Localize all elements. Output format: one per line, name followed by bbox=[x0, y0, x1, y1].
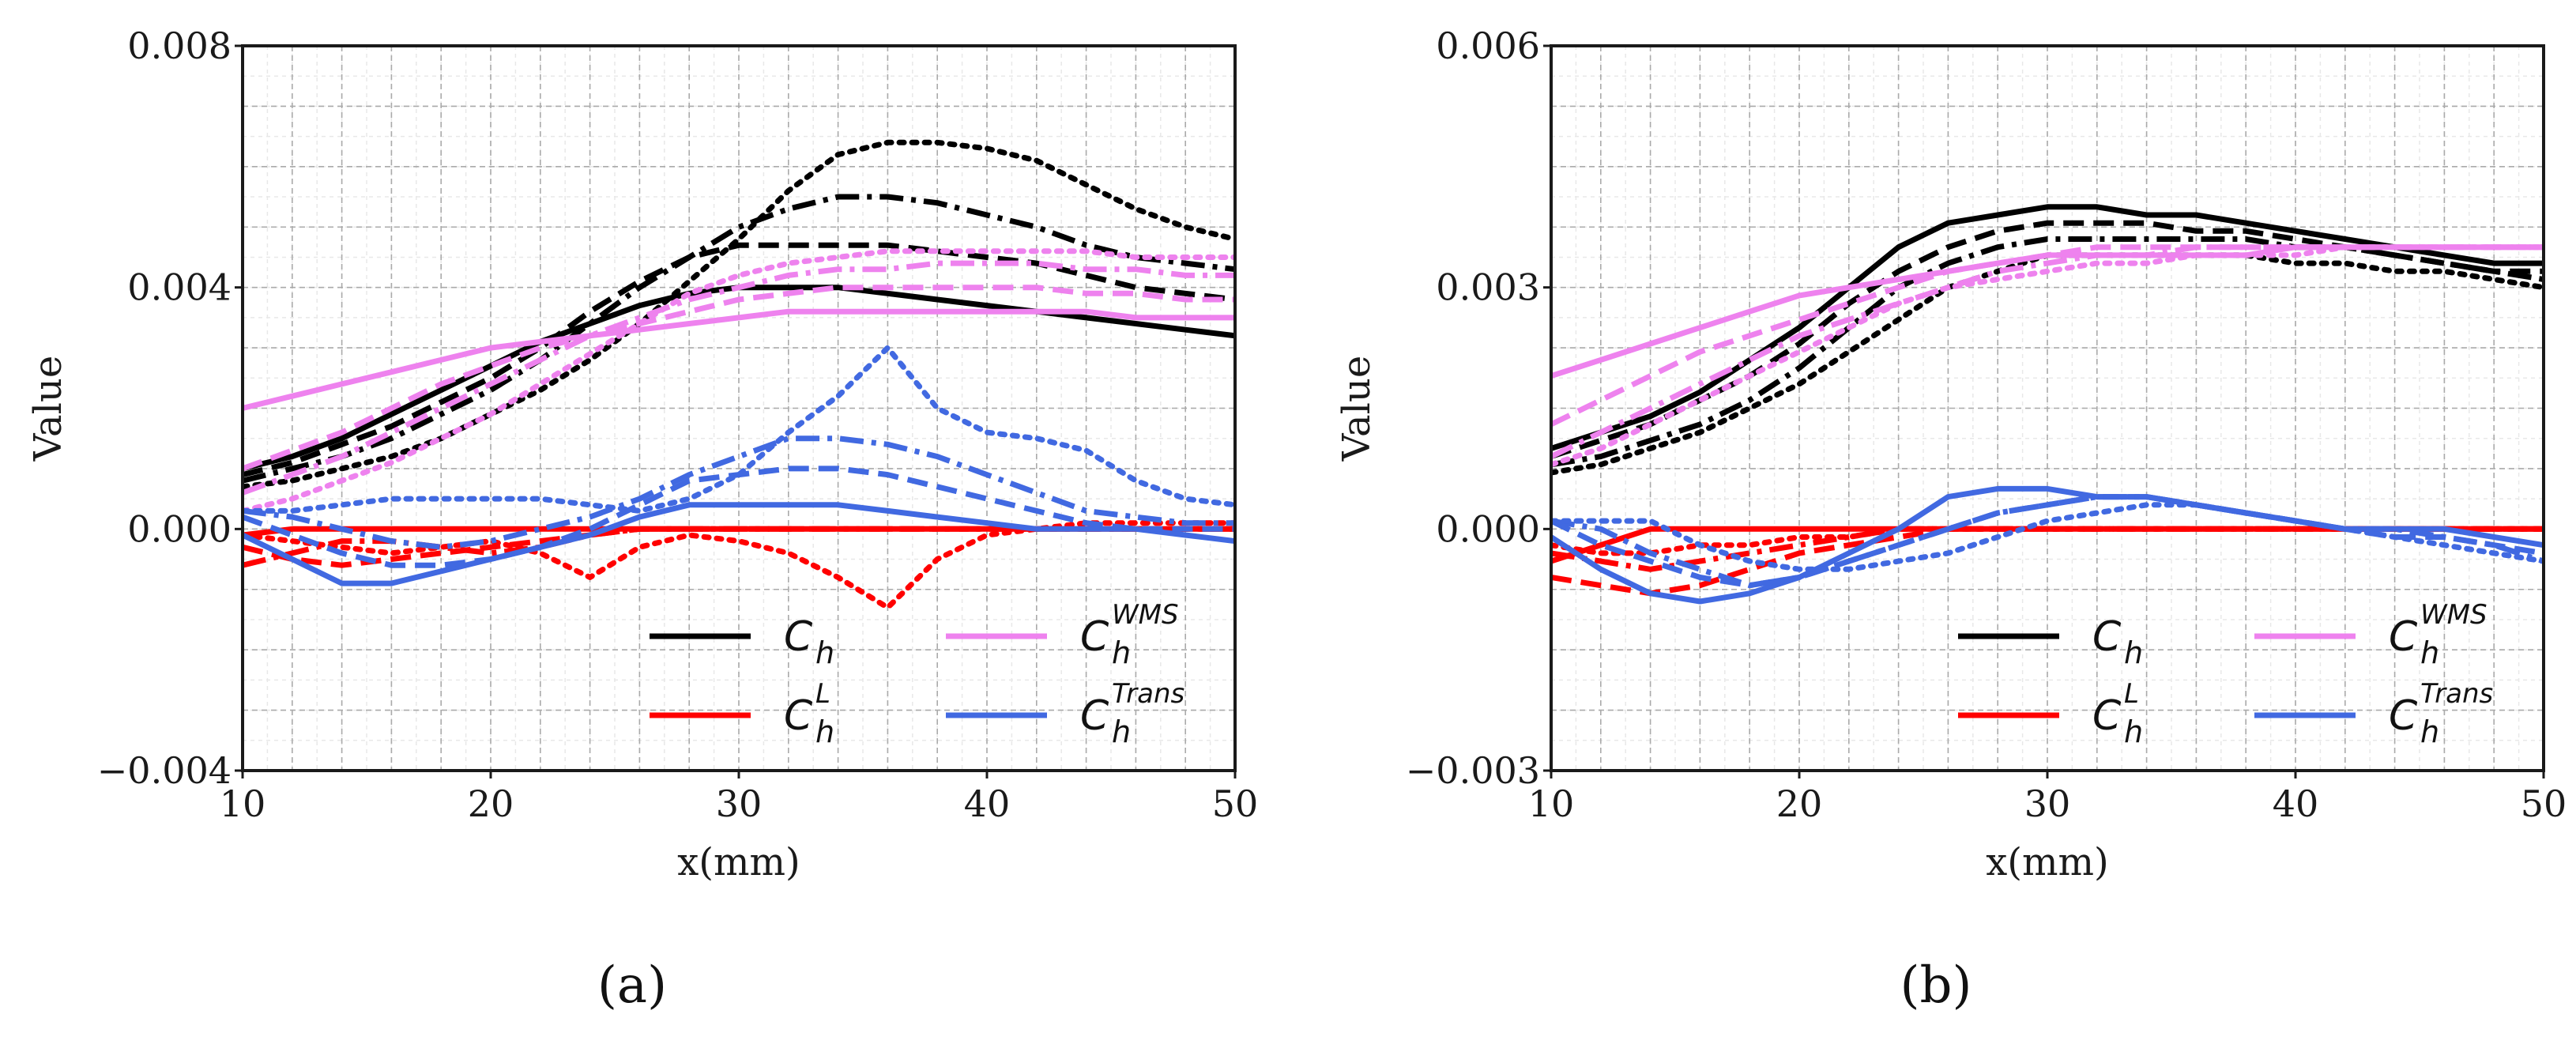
series-group bbox=[243, 139, 1235, 611]
legend-label: C bbox=[2092, 613, 2122, 661]
x-tick-label: 30 bbox=[2024, 782, 2071, 825]
grid bbox=[1551, 46, 2544, 771]
series-line-chwms-dashdot bbox=[1551, 244, 2544, 459]
y-tick-label: 0.004 bbox=[127, 266, 232, 309]
x-axis-label: x(mm) bbox=[1986, 840, 2109, 884]
x-tick-label: 10 bbox=[1528, 782, 1575, 825]
series-line-ch-dashdot bbox=[1551, 236, 2544, 468]
x-tick-label: 20 bbox=[1776, 782, 1823, 825]
series-line-ch-dashdot bbox=[243, 194, 1235, 484]
legend-label: C bbox=[784, 692, 813, 740]
legend-label: C bbox=[1080, 613, 1109, 661]
legend-label-subscript: h bbox=[2420, 714, 2439, 749]
legend-label-subscript: h bbox=[1112, 635, 1131, 670]
series-group bbox=[1551, 204, 2544, 605]
y-axis-label: Value bbox=[26, 356, 70, 462]
series-line-chwms-dashdot bbox=[243, 260, 1235, 496]
y-tick-label: 0.008 bbox=[127, 25, 232, 67]
series-line-chl-dotted bbox=[1551, 526, 2544, 556]
y-tick-label: 0.000 bbox=[127, 507, 232, 550]
x-tick-label: 30 bbox=[716, 782, 763, 825]
legend-label: C bbox=[2389, 613, 2418, 661]
series-line-chtrans-dotted bbox=[243, 345, 1235, 514]
chart-panel-b: 10 20 30 40 50 −0.003 0.000 0.003 0.006 x(mm) Valu… bbox=[1335, 25, 2567, 884]
legend-label-subscript: h bbox=[2420, 635, 2439, 670]
legend-label-superscript: WMS bbox=[1112, 599, 1179, 631]
series-line-chtrans-dashdot bbox=[1551, 494, 2544, 589]
series-line-chl-dotted bbox=[243, 520, 1235, 611]
legend-label-superscript: WMS bbox=[2420, 599, 2487, 631]
legend-label-subscript: h bbox=[815, 714, 834, 749]
panel-label-a: (a) bbox=[597, 956, 667, 1015]
legend-label-subscript: h bbox=[2124, 635, 2143, 670]
legend-label-subscript: h bbox=[1112, 714, 1131, 749]
series-line-chl-dashed bbox=[1551, 526, 2544, 597]
series-line-chwms-solid bbox=[243, 308, 1235, 411]
series-line-ch-dotted bbox=[243, 139, 1235, 490]
series-line-chwms-dashed bbox=[243, 285, 1235, 472]
y-tick-label: 0.006 bbox=[1436, 25, 1540, 67]
legend-label-superscript: L bbox=[2124, 678, 2139, 710]
x-tick-label: 40 bbox=[2273, 782, 2319, 825]
y-tick-label: 0.003 bbox=[1436, 266, 1540, 309]
legend-label: C bbox=[1080, 692, 1109, 740]
x-tick-label: 50 bbox=[2521, 782, 2567, 825]
legend-label: C bbox=[2092, 692, 2122, 740]
series-line-ch-dashed bbox=[243, 242, 1235, 478]
y-tick-label: 0.000 bbox=[1436, 507, 1540, 550]
x-tick-label: 50 bbox=[1212, 782, 1259, 825]
y-tick-label: −0.004 bbox=[97, 749, 232, 792]
series-line-chwms-dashed bbox=[1551, 244, 2544, 428]
x-tick-label: 20 bbox=[468, 782, 514, 825]
series-line-chtrans-dotted bbox=[1551, 502, 2544, 572]
series-line-chtrans-dashdot bbox=[243, 435, 1235, 550]
y-tick-label: −0.003 bbox=[1406, 749, 1540, 792]
series-line-chwms-dotted bbox=[243, 248, 1235, 514]
legend-label-superscript: Trans bbox=[1112, 678, 1184, 710]
chart-panel-a: 10 20 30 40 50 −0.004 0.000 0.004 0.008 x(mm) Valu… bbox=[26, 25, 1258, 884]
legend-label-subscript: h bbox=[815, 635, 834, 670]
legend-label-superscript: Trans bbox=[2420, 678, 2493, 710]
x-axis-label: x(mm) bbox=[677, 840, 800, 884]
y-axis-label: Value bbox=[1335, 356, 1379, 462]
legend-label-subscript: h bbox=[2124, 714, 2143, 749]
x-tick-label: 40 bbox=[964, 782, 1011, 825]
panel-label-b: (b) bbox=[1900, 956, 1972, 1015]
legend-label: C bbox=[784, 613, 813, 661]
series-line-chtrans-solid bbox=[243, 502, 1235, 586]
series-line-chwms-dotted bbox=[1551, 244, 2544, 468]
legend-label: C bbox=[2389, 692, 2418, 740]
legend-label-superscript: L bbox=[815, 678, 830, 710]
x-tick-label: 10 bbox=[220, 782, 266, 825]
